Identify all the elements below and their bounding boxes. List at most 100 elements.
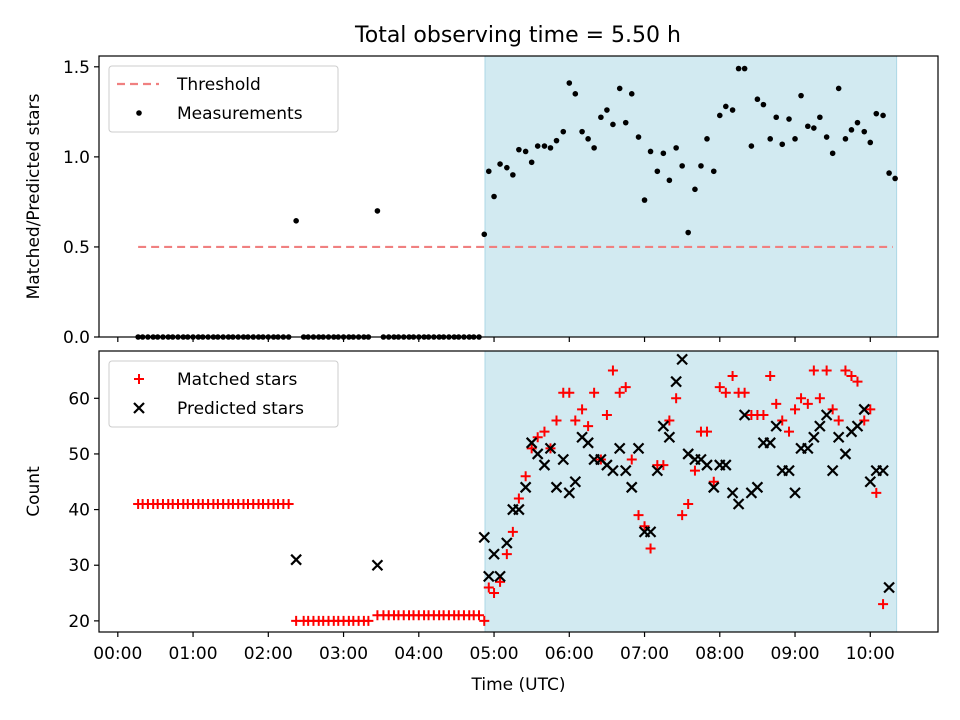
predicted-star-point — [582, 437, 594, 449]
measurement-point — [792, 136, 798, 142]
measurement-point — [666, 177, 673, 184]
x-tick-label: 07:00 — [620, 644, 669, 664]
matched-star-point — [683, 499, 694, 510]
matched-star-point — [796, 393, 807, 404]
matched-star-point — [614, 387, 625, 398]
matched-star-point — [878, 599, 889, 610]
matched-star-point — [507, 526, 518, 537]
measurement-point — [553, 137, 560, 144]
matched-star-point — [727, 371, 738, 382]
matched-star-point — [714, 382, 725, 393]
measurement-point — [616, 85, 623, 92]
predicted-star-point — [651, 464, 664, 477]
matched-star-point — [677, 510, 688, 521]
matched-star-point — [626, 454, 637, 465]
predicted-star-point — [851, 420, 864, 432]
x-tick-label: 01:00 — [169, 644, 218, 664]
legend-predicted-marker — [133, 402, 145, 414]
matched-star-point — [701, 426, 712, 437]
predicted-star-point — [544, 442, 557, 455]
measurement-point — [572, 91, 579, 97]
y-tick-label: 50 — [68, 445, 90, 465]
predicted-star-point — [371, 559, 384, 572]
matched-stars-series — [133, 365, 889, 626]
predicted-star-point — [501, 537, 513, 549]
matched-star-point — [739, 387, 750, 398]
predicted-star-point — [513, 503, 525, 516]
y-tick-label: 1.5 — [63, 58, 90, 78]
predicted-star-point — [820, 409, 833, 421]
measurement-point — [510, 172, 516, 178]
measurement-point — [622, 119, 629, 126]
x-tick-label: 10:00 — [846, 644, 895, 664]
measurement-point — [854, 119, 861, 126]
matched-star-point — [790, 404, 801, 415]
measurement-point — [522, 148, 529, 155]
measurement-point — [748, 143, 755, 149]
measurement-point — [547, 145, 554, 151]
legend-label: Threshold — [176, 75, 261, 95]
measurement-point — [867, 139, 874, 146]
measurement-point — [497, 161, 503, 167]
matched-star-point — [583, 421, 594, 432]
measurement-point — [516, 146, 522, 153]
matched-star-point — [871, 487, 882, 498]
measurement-point — [481, 231, 488, 238]
matched-star-point — [802, 398, 813, 409]
predicted-star-point — [613, 442, 626, 455]
measurement-point — [610, 121, 616, 128]
y-axis-label: Count — [24, 466, 44, 517]
matched-star-point — [539, 426, 550, 437]
matched-star-point — [664, 415, 675, 426]
measurement-point — [817, 114, 823, 121]
matched-star-point — [846, 371, 857, 382]
matched-star-point — [479, 615, 490, 626]
matched-star-point — [821, 365, 832, 376]
predicted-star-point — [663, 431, 676, 444]
x-tick-label: 08:00 — [695, 644, 744, 664]
matched-star-point — [865, 404, 876, 415]
matched-star-point — [283, 499, 294, 510]
measurement-point — [805, 123, 811, 130]
x-axis-label: Time (UTC) — [471, 675, 566, 695]
matched-star-point — [526, 443, 537, 454]
matched-star-point — [859, 415, 870, 426]
predicted-star-point — [883, 581, 895, 594]
measurement-point — [591, 145, 597, 151]
matched-star-point — [577, 404, 588, 415]
legend-box — [108, 65, 339, 133]
measurement-point — [829, 150, 836, 157]
matched-star-point — [620, 382, 631, 393]
measurement-point — [673, 145, 679, 151]
matched-star-point — [601, 409, 612, 420]
predicted-star-point — [483, 570, 495, 583]
measurement-point — [541, 143, 548, 149]
predicted-star-point — [764, 437, 776, 449]
matched-star-point — [513, 493, 524, 504]
measurement-point — [835, 85, 842, 92]
predicted-star-point — [519, 481, 532, 494]
matched-star-point — [564, 387, 575, 398]
y-tick-label: 1.0 — [63, 148, 90, 168]
predicted-stars-series — [291, 354, 895, 594]
predicted-star-point — [550, 481, 563, 494]
matched-star-point — [771, 398, 782, 409]
panel-bottom: 20 30 40 50 60 00:00 01:00 02:00 03:00 04:00 05:00… — [24, 350, 939, 695]
matched-star-point — [671, 393, 682, 404]
matched-star-point — [840, 365, 851, 376]
measurement-point — [723, 103, 729, 110]
predicted-star-point — [657, 420, 670, 432]
measurement-point — [842, 136, 849, 142]
measurement-point — [692, 186, 698, 193]
observing-window-band — [484, 350, 898, 633]
y-tick-label: 40 — [68, 501, 90, 521]
measurement-point — [861, 128, 868, 135]
measurement-point — [528, 159, 535, 166]
y-tick-label: 0.0 — [63, 328, 90, 348]
legend-label: Matched stars — [177, 370, 297, 390]
measurement-point — [823, 134, 830, 140]
matched-star-point — [808, 365, 819, 376]
predicted-star-point — [569, 475, 582, 488]
predicted-star-point — [563, 487, 576, 499]
measurement-point — [716, 112, 723, 119]
